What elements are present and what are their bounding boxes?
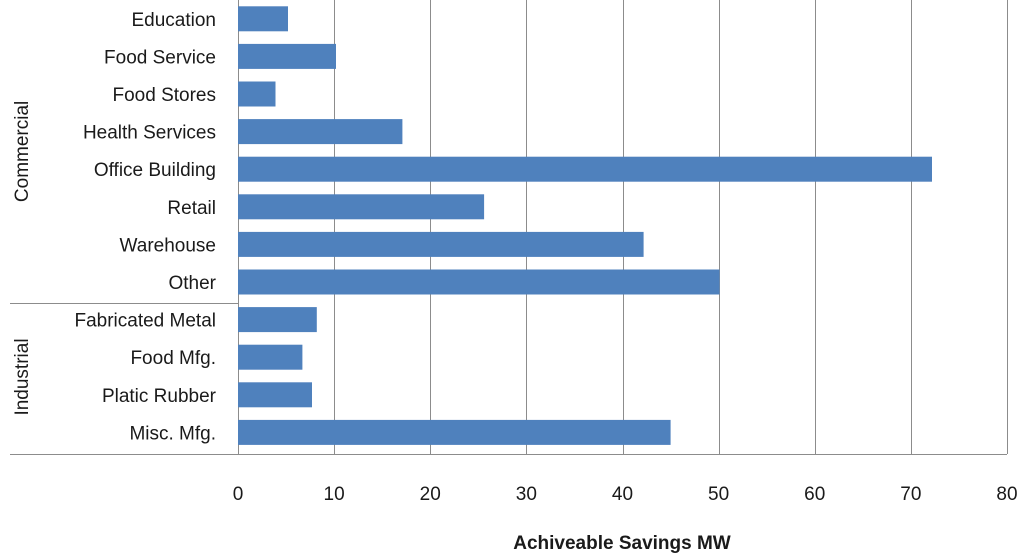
category-label: Other bbox=[168, 273, 216, 294]
group-label: Industrial bbox=[12, 338, 33, 415]
category-labels-layer: Education Food Service Food Stores Health S… bbox=[74, 10, 216, 445]
bar bbox=[238, 269, 720, 295]
bars-layer bbox=[238, 6, 932, 445]
bar bbox=[238, 231, 644, 257]
category-label: Retail bbox=[167, 198, 216, 219]
x-tick-label: 60 bbox=[804, 484, 825, 505]
category-label: Fabricated Metal bbox=[74, 311, 216, 332]
x-tick-label: 0 bbox=[233, 484, 244, 505]
category-label: Misc. Mfg. bbox=[129, 423, 216, 444]
bar bbox=[238, 419, 671, 445]
category-label: Office Building bbox=[94, 160, 216, 181]
group-labels-layer: Commercial Industrial bbox=[12, 101, 33, 416]
bar bbox=[238, 194, 485, 220]
group-label: Commercial bbox=[12, 101, 33, 202]
x-tick-labels-layer: 0 10 20 30 40 50 60 70 80 bbox=[233, 484, 1018, 505]
bar bbox=[238, 119, 403, 145]
category-label: Education bbox=[131, 10, 216, 31]
category-label: Food Service bbox=[104, 47, 216, 68]
x-tick-label: 30 bbox=[516, 484, 537, 505]
category-label: Food Mfg. bbox=[130, 348, 216, 369]
grid-layer bbox=[10, 0, 1008, 455]
bar bbox=[238, 43, 336, 69]
bar bbox=[238, 382, 312, 408]
bar bbox=[238, 6, 288, 32]
x-tick-label: 20 bbox=[420, 484, 441, 505]
category-label: Health Services bbox=[83, 123, 216, 144]
x-tick-label: 40 bbox=[612, 484, 633, 505]
x-tick-label: 70 bbox=[900, 484, 921, 505]
bar bbox=[238, 307, 317, 333]
x-tick-label: 10 bbox=[324, 484, 345, 505]
x-tick-label: 50 bbox=[708, 484, 729, 505]
category-label: Food Stores bbox=[113, 85, 217, 106]
x-axis-title: Achiveable Savings MW bbox=[513, 533, 731, 554]
category-label: Warehouse bbox=[120, 235, 216, 256]
bar bbox=[238, 344, 303, 370]
bar bbox=[238, 81, 276, 107]
category-label: Platic Rubber bbox=[102, 386, 217, 407]
bar bbox=[238, 156, 932, 182]
x-tick-label: 80 bbox=[996, 484, 1017, 505]
